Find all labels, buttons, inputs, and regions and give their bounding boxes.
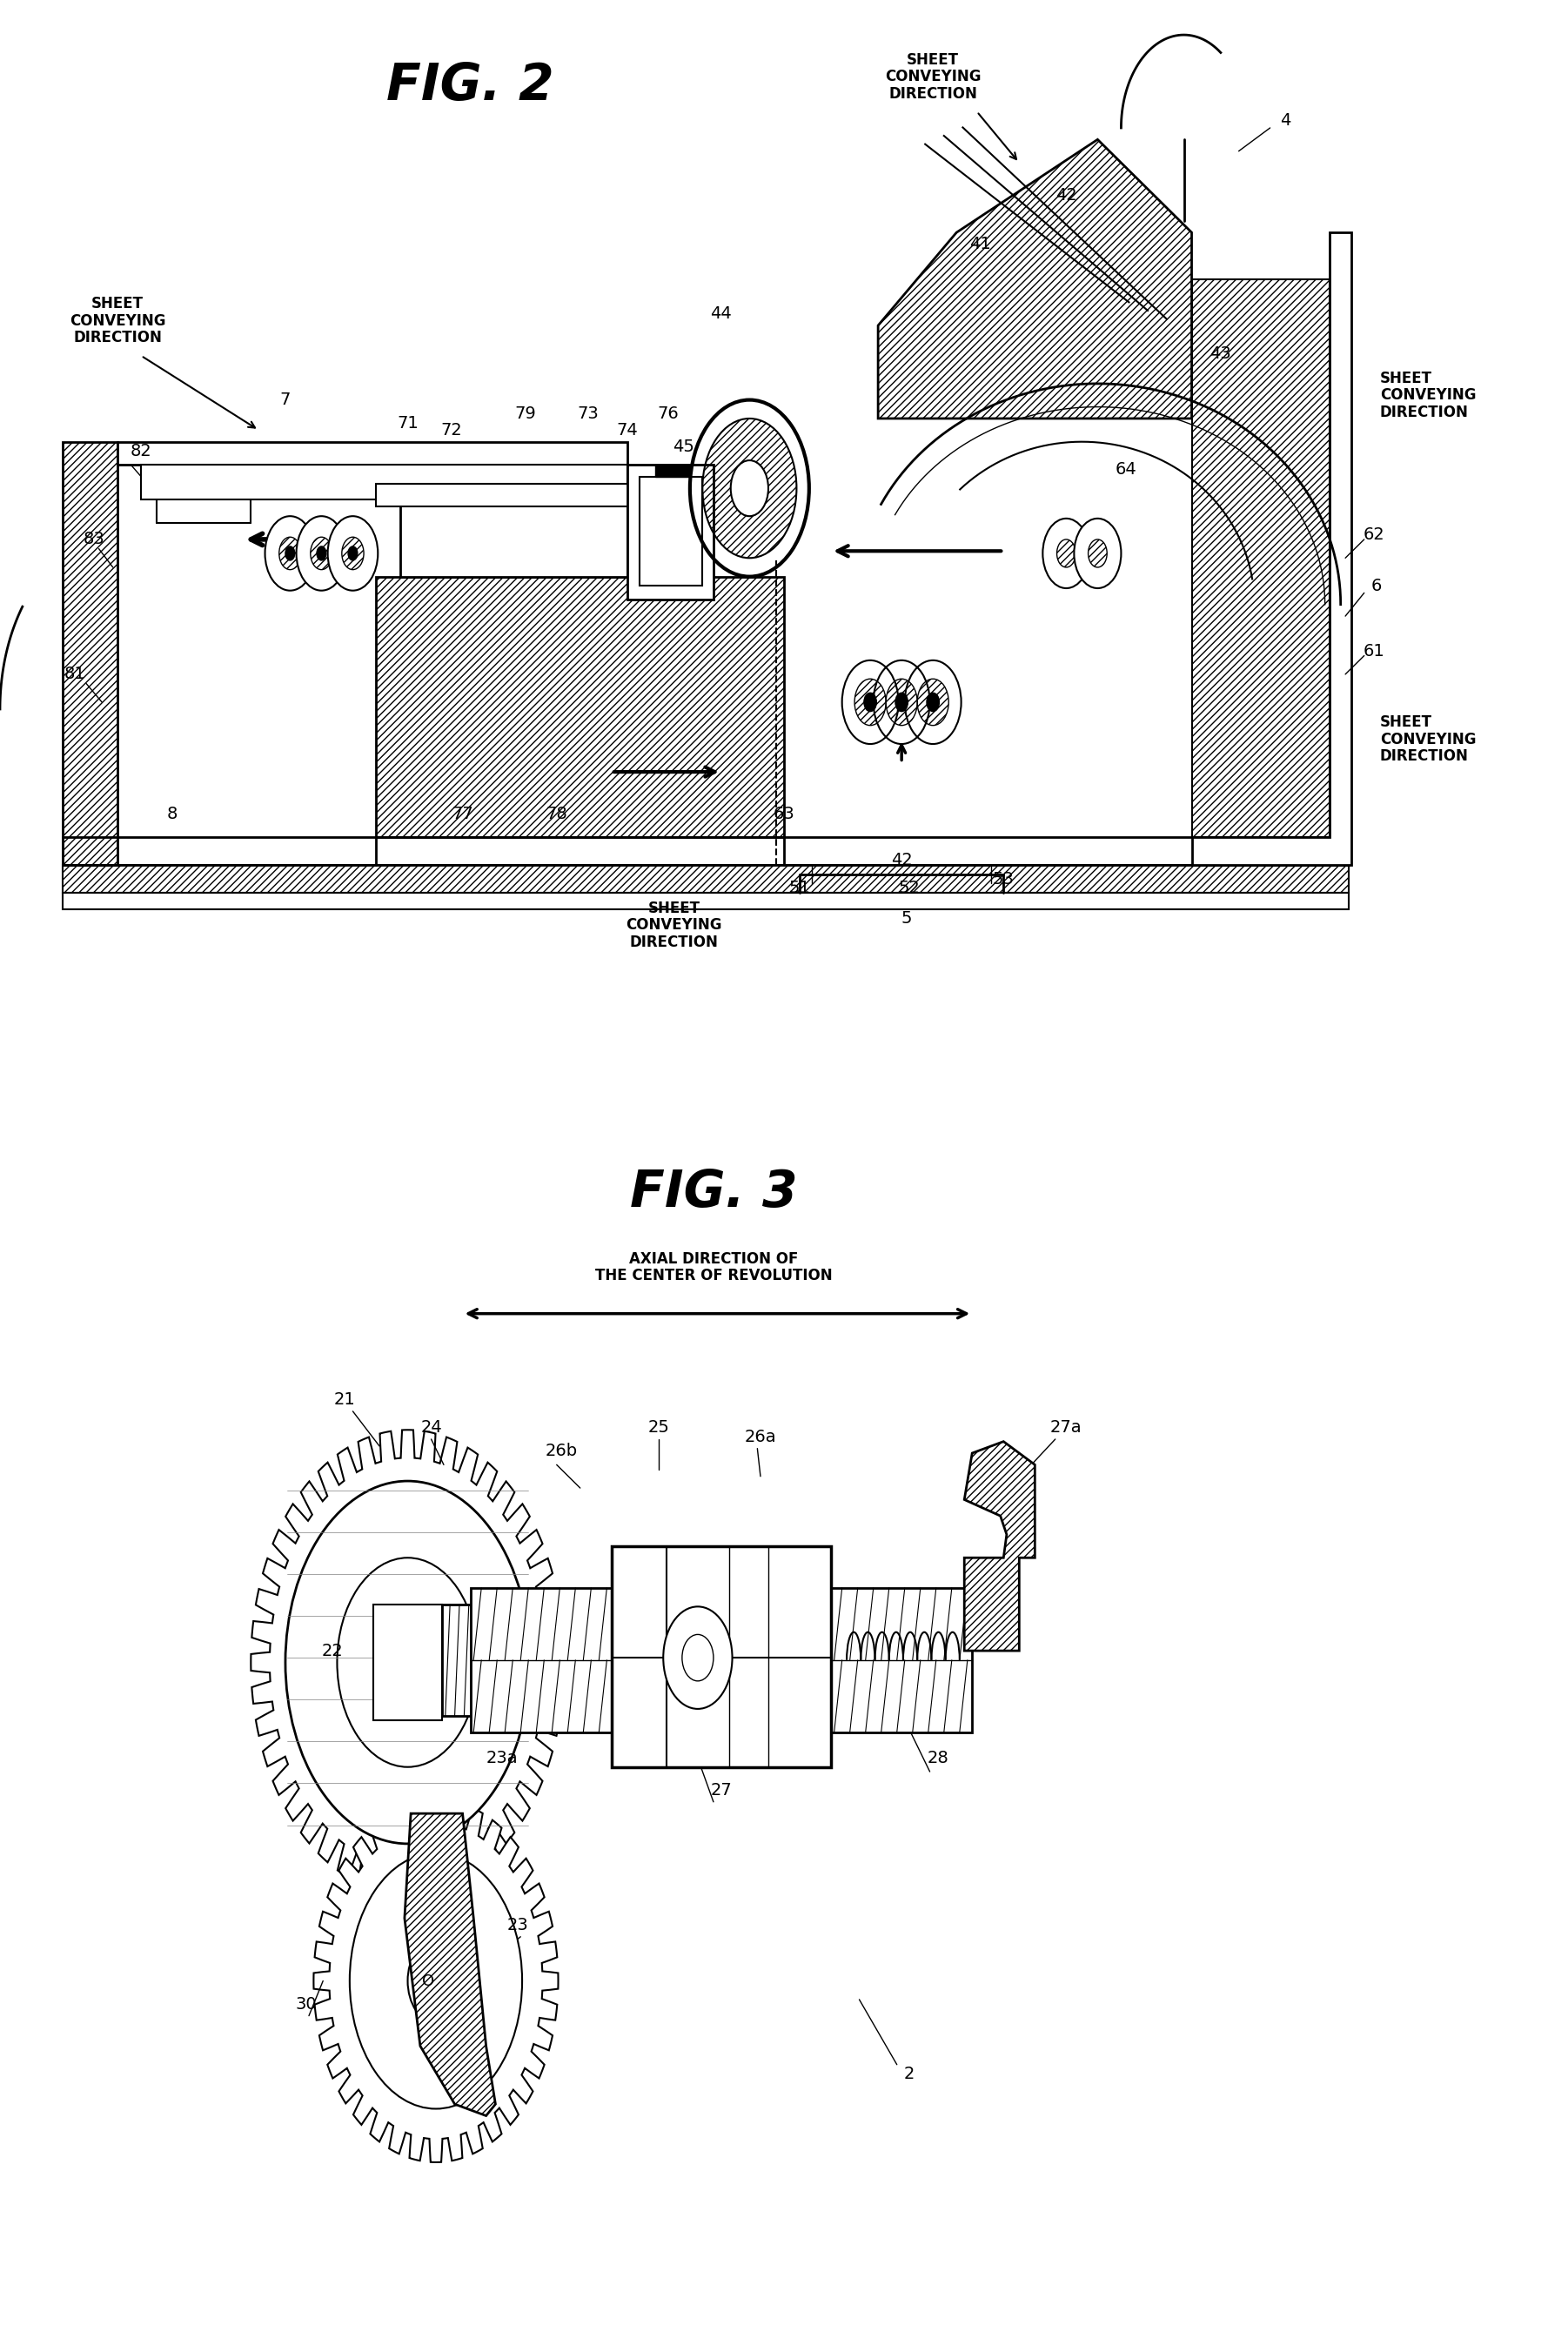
Text: 61: 61 <box>1363 642 1385 660</box>
Circle shape <box>296 516 347 591</box>
Circle shape <box>285 546 295 560</box>
Circle shape <box>864 693 877 711</box>
Polygon shape <box>141 465 627 500</box>
Polygon shape <box>831 1588 972 1732</box>
Polygon shape <box>314 1800 558 2162</box>
Text: 43: 43 <box>1209 344 1231 363</box>
Text: SHEET
CONVEYING
DIRECTION: SHEET CONVEYING DIRECTION <box>884 51 982 102</box>
Text: 24: 24 <box>420 1418 442 1437</box>
Text: 41: 41 <box>969 235 991 253</box>
Polygon shape <box>118 442 627 465</box>
Circle shape <box>285 1481 530 1844</box>
Circle shape <box>350 1853 522 2109</box>
Text: 72: 72 <box>441 421 463 439</box>
Text: SHEET
CONVEYING
DIRECTION: SHEET CONVEYING DIRECTION <box>1380 714 1475 765</box>
Text: 2: 2 <box>905 2065 914 2083</box>
Circle shape <box>731 460 768 516</box>
Text: 25: 25 <box>648 1418 670 1437</box>
Text: 42: 42 <box>891 851 913 870</box>
Text: 8: 8 <box>168 804 177 823</box>
Polygon shape <box>405 1814 495 2116</box>
Text: 27a: 27a <box>1051 1418 1082 1437</box>
Polygon shape <box>400 500 627 577</box>
Text: 22: 22 <box>321 1641 343 1660</box>
Text: SHEET
CONVEYING
DIRECTION: SHEET CONVEYING DIRECTION <box>626 900 723 951</box>
Text: 30: 30 <box>295 1995 317 2013</box>
Text: 52: 52 <box>898 879 920 897</box>
Text: 81: 81 <box>64 665 86 684</box>
Circle shape <box>927 693 939 711</box>
Text: 63: 63 <box>773 804 795 823</box>
Text: 76: 76 <box>657 405 679 423</box>
Circle shape <box>682 1634 713 1681</box>
Polygon shape <box>251 1430 564 1895</box>
Text: 23a: 23a <box>486 1748 517 1767</box>
Text: 7: 7 <box>281 391 290 409</box>
Text: 64: 64 <box>1115 460 1137 479</box>
Circle shape <box>895 693 908 711</box>
Polygon shape <box>640 477 702 586</box>
Text: AXIAL DIRECTION OF
THE CENTER OF REVOLUTION: AXIAL DIRECTION OF THE CENTER OF REVOLUT… <box>594 1251 833 1283</box>
Polygon shape <box>442 1604 470 1716</box>
Polygon shape <box>376 484 635 507</box>
Text: 42: 42 <box>1055 186 1077 205</box>
Circle shape <box>408 1939 464 2023</box>
Circle shape <box>1043 518 1090 588</box>
Text: 27: 27 <box>710 1781 732 1800</box>
Text: 51: 51 <box>789 879 811 897</box>
Polygon shape <box>63 893 1348 909</box>
Text: 23: 23 <box>506 1916 528 1934</box>
Polygon shape <box>655 465 690 477</box>
Polygon shape <box>612 1546 831 1767</box>
Text: 79: 79 <box>514 405 536 423</box>
Circle shape <box>663 1607 732 1709</box>
Circle shape <box>328 516 378 591</box>
Text: 71: 71 <box>397 414 419 432</box>
Text: 21: 21 <box>334 1390 356 1409</box>
Text: 53: 53 <box>993 870 1014 888</box>
Polygon shape <box>1192 232 1352 865</box>
Text: 45: 45 <box>673 437 695 456</box>
Circle shape <box>265 516 315 591</box>
Text: 5: 5 <box>902 909 911 928</box>
Text: 6: 6 <box>1372 577 1381 595</box>
Text: 73: 73 <box>577 405 599 423</box>
Text: 82: 82 <box>130 442 152 460</box>
Text: 74: 74 <box>616 421 638 439</box>
Text: 62: 62 <box>1363 525 1385 544</box>
Text: 78: 78 <box>546 804 568 823</box>
Text: 26b: 26b <box>546 1442 577 1460</box>
Circle shape <box>317 546 326 560</box>
Circle shape <box>337 1558 478 1767</box>
Circle shape <box>348 546 358 560</box>
Polygon shape <box>627 465 713 600</box>
Text: 28: 28 <box>927 1748 949 1767</box>
Text: O: O <box>422 1974 434 1988</box>
Polygon shape <box>373 1604 442 1720</box>
Text: 77: 77 <box>452 804 474 823</box>
Text: SHEET
CONVEYING
DIRECTION: SHEET CONVEYING DIRECTION <box>1380 370 1475 421</box>
Text: FIG. 3: FIG. 3 <box>630 1167 797 1218</box>
Text: 44: 44 <box>710 305 732 323</box>
Circle shape <box>1074 518 1121 588</box>
Text: 4: 4 <box>1281 112 1290 130</box>
Polygon shape <box>964 1442 1035 1651</box>
Text: SHEET
CONVEYING
DIRECTION: SHEET CONVEYING DIRECTION <box>69 295 166 346</box>
Text: FIG. 2: FIG. 2 <box>387 60 554 112</box>
Text: 83: 83 <box>83 530 105 549</box>
Polygon shape <box>470 1588 635 1732</box>
Text: 26a: 26a <box>745 1428 776 1446</box>
Polygon shape <box>63 837 1348 865</box>
